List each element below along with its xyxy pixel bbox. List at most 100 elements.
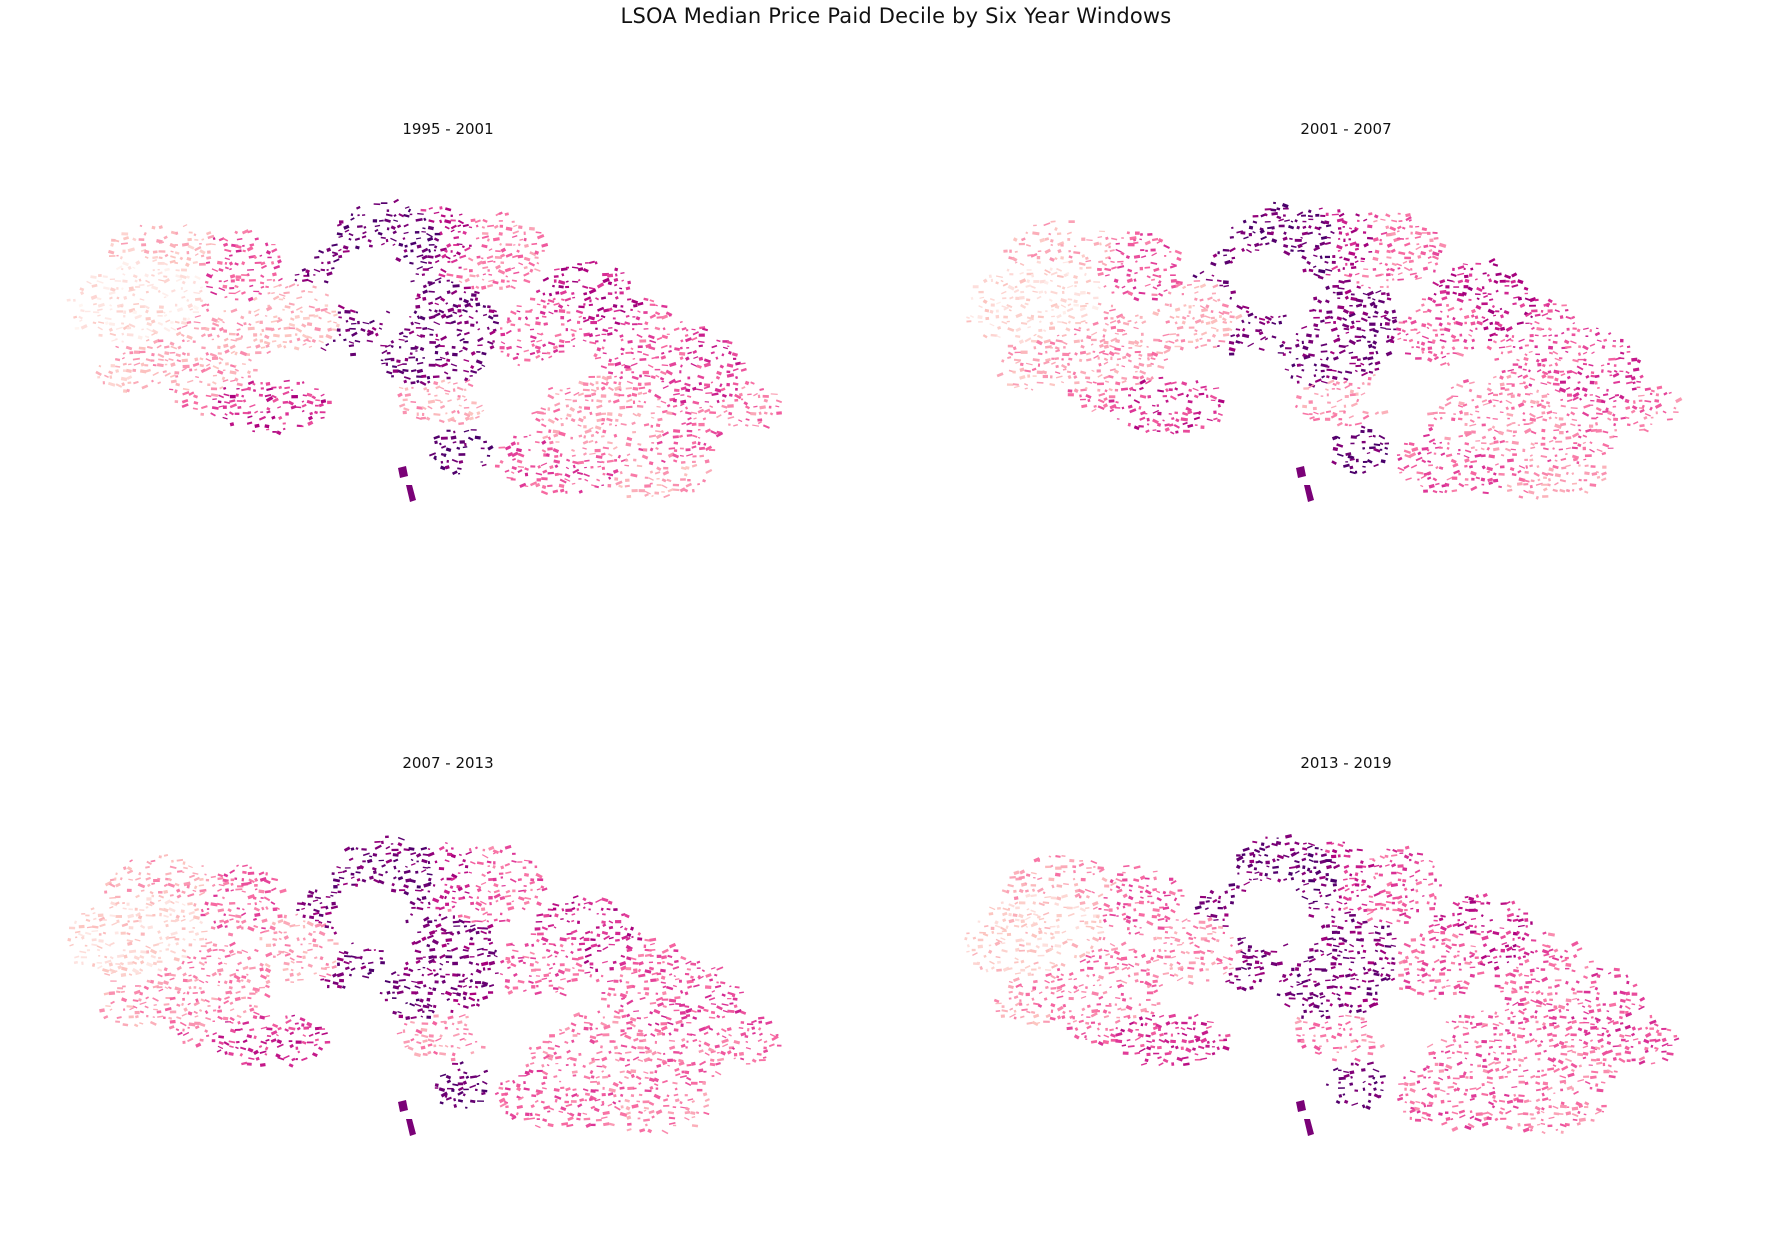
lsoa-parcel [529, 963, 534, 967]
lsoa-parcel [306, 273, 310, 277]
lsoa-parcel [615, 480, 623, 486]
lsoa-parcel [1654, 399, 1660, 403]
lsoa-parcel [554, 402, 561, 407]
lsoa-parcel [1342, 226, 1345, 228]
lsoa-parcel [439, 231, 443, 236]
lsoa-parcel [1518, 365, 1523, 369]
lsoa-parcel [206, 303, 210, 307]
lsoa-parcel [84, 944, 88, 947]
lsoa-parcel [705, 428, 712, 434]
lsoa-parcel [1145, 249, 1148, 252]
lsoa-parcel [1363, 242, 1369, 248]
lsoa-parcel [403, 254, 409, 259]
lsoa-parcel [1373, 447, 1381, 453]
lsoa-parcel [1481, 423, 1486, 427]
lsoa-parcel [504, 844, 512, 850]
lsoa-parcel [1337, 209, 1341, 213]
lsoa-parcel [534, 250, 540, 255]
lsoa-parcel [1242, 327, 1246, 332]
lsoa-parcel [510, 285, 516, 290]
lsoa-parcel [207, 383, 211, 387]
lsoa-parcel [276, 907, 280, 910]
lsoa-parcel [1043, 339, 1051, 344]
lsoa-parcel [566, 936, 571, 940]
lsoa-parcel [433, 211, 440, 215]
lsoa-parcel [662, 385, 669, 389]
lsoa-parcel [428, 301, 434, 306]
lsoa-parcel [1384, 442, 1390, 445]
lsoa-parcel [1470, 267, 1474, 271]
lsoa-parcel [686, 453, 694, 457]
lsoa-parcel [559, 937, 567, 942]
lsoa-parcel [385, 845, 391, 850]
lsoa-parcel [1222, 333, 1230, 337]
lsoa-parcel [1108, 350, 1115, 357]
lsoa-parcel [1596, 448, 1603, 453]
lsoa-parcel [632, 386, 639, 391]
lsoa-parcel [1313, 417, 1321, 422]
lsoa-parcel [458, 453, 466, 456]
lsoa-parcel [595, 926, 600, 929]
lsoa-parcel [440, 379, 446, 383]
lsoa-parcel [547, 418, 555, 424]
lsoa-parcel [1127, 268, 1133, 273]
lsoa-parcel [1434, 333, 1439, 337]
lsoa-parcel [413, 310, 418, 315]
lsoa-parcel [516, 339, 522, 342]
lsoa-parcel [666, 962, 674, 967]
lsoa-parcel [134, 907, 138, 911]
lsoa-parcel [553, 268, 560, 271]
lsoa-parcel [1530, 446, 1536, 450]
lsoa-parcel [1362, 231, 1367, 234]
lsoa-parcel [1091, 331, 1098, 336]
lsoa-parcel [721, 399, 726, 403]
lsoa-parcel [235, 249, 242, 253]
lsoa-parcel [1025, 243, 1031, 247]
lsoa-parcel [995, 314, 1000, 319]
lsoa-parcel [452, 311, 458, 315]
lsoa-parcel [1600, 399, 1606, 404]
lsoa-parcel [1258, 321, 1266, 326]
lsoa-parcel [668, 447, 676, 450]
lsoa-parcel [1481, 454, 1486, 458]
lsoa-parcel [175, 353, 182, 358]
lsoa-parcel [1571, 472, 1575, 475]
lsoa-parcel [596, 404, 603, 409]
lsoa-parcel [481, 854, 489, 859]
lsoa-parcel [1475, 327, 1478, 330]
lsoa-parcel [420, 846, 428, 851]
lsoa-parcel [518, 896, 525, 901]
lsoa-parcel [647, 388, 652, 393]
lsoa-parcel [1434, 262, 1439, 266]
lsoa-parcel [655, 433, 662, 440]
lsoa-parcel [565, 340, 571, 343]
lsoa-parcel [476, 947, 484, 951]
lsoa-parcel [163, 277, 171, 284]
lsoa-parcel [123, 236, 130, 241]
lsoa-parcel [1596, 339, 1602, 343]
lsoa-parcel [705, 392, 713, 394]
lsoa-parcel [1349, 458, 1355, 461]
lsoa-parcel [1218, 314, 1222, 319]
lsoa-parcel [468, 895, 473, 899]
lsoa-parcel [1138, 357, 1142, 360]
lsoa-parcel [1458, 482, 1465, 488]
lsoa-parcel [306, 322, 313, 327]
lsoa-parcel [601, 484, 605, 487]
lsoa-parcel [343, 846, 351, 852]
lsoa-parcel [1374, 310, 1379, 315]
lsoa-parcel [1073, 303, 1079, 307]
lsoa-parcel [271, 877, 279, 882]
lsoa-parcel [272, 272, 277, 277]
lsoa-parcel [409, 316, 412, 318]
lsoa-parcel [367, 949, 372, 951]
lsoa-parcel [1481, 399, 1488, 403]
lsoa-parcel [1545, 401, 1551, 405]
lsoa-parcel [1179, 346, 1184, 351]
lsoa-parcel [445, 938, 453, 942]
lsoa-parcel [98, 939, 104, 943]
lsoa-parcel [272, 955, 276, 958]
lsoa-parcel [541, 352, 547, 355]
lsoa-parcel [1147, 232, 1153, 236]
lsoa-parcel [1414, 235, 1422, 239]
